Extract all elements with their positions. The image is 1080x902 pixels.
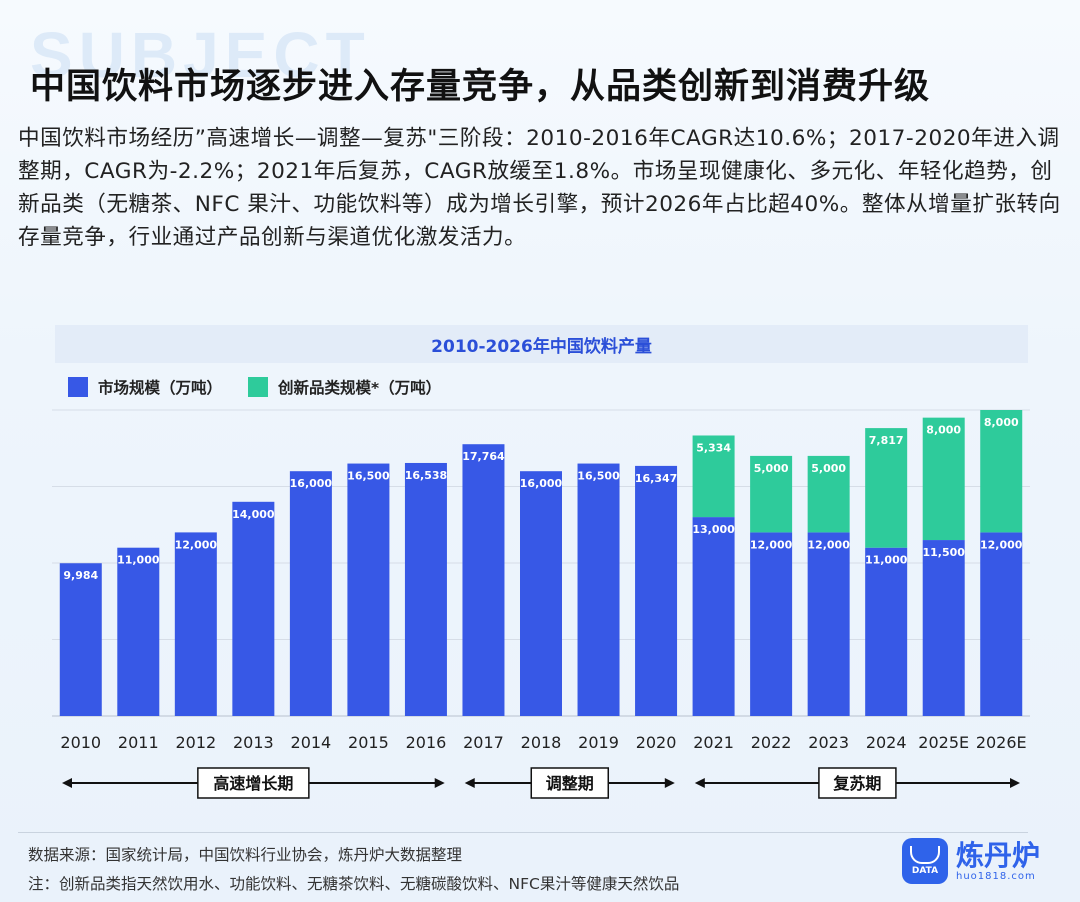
- logo-name: 炼丹炉: [956, 838, 1041, 872]
- data-label: 12,000: [175, 538, 218, 551]
- x-tick-label: 2016: [406, 733, 447, 752]
- bar-market-2026E: [980, 532, 1023, 716]
- data-label: 11,000: [117, 554, 160, 567]
- bar-market-2018: [520, 471, 562, 716]
- bar-market-2020: [635, 465, 678, 716]
- legend-label-market: 市场规模（万吨）: [98, 379, 223, 397]
- page-title: 中国饮料市场逐步进入存量竞争，从品类创新到消费升级: [30, 67, 931, 107]
- bar-market-2024: [865, 547, 908, 716]
- x-tick-label: 2021: [693, 733, 734, 752]
- legend-item-innovation: 创新品类规模*（万吨）: [248, 376, 441, 398]
- bar-market-2019: [577, 463, 620, 716]
- data-label: 5,000: [754, 462, 789, 475]
- x-tick-label: 2023: [808, 733, 849, 752]
- bar-market-2010: [59, 563, 102, 716]
- bar-innovation-2022: [750, 455, 793, 533]
- x-tick-label: 2017: [463, 733, 504, 752]
- x-tick-label: 2025E: [918, 733, 969, 752]
- bar-market-2023: [807, 532, 850, 716]
- bar-market-2022: [750, 532, 793, 716]
- data-label: 16,500: [577, 470, 620, 483]
- arrow-left-icon: [464, 778, 475, 788]
- data-label: 5,334: [696, 441, 731, 454]
- data-label: 16,538: [405, 469, 447, 482]
- bar-innovation-2024: [865, 428, 908, 548]
- phase-label: 复苏期: [832, 774, 881, 793]
- arrow-left-icon: [62, 778, 72, 788]
- x-tick-label: 2011: [118, 733, 159, 752]
- bar-market-2012: [174, 532, 217, 716]
- x-tick-label: 2018: [521, 733, 562, 752]
- chart-title-bar: 2010-2026年中国饮料产量: [55, 325, 1028, 363]
- bar-market-2015: [347, 463, 390, 716]
- bar-market-2013: [232, 501, 275, 716]
- data-label: 13,000: [692, 523, 735, 536]
- data-label: 16,000: [290, 477, 333, 490]
- bar-innovation-2026E: [980, 410, 1023, 533]
- bar-market-2017: [462, 444, 505, 716]
- chart-title: 2010-2026年中国饮料产量: [431, 336, 652, 357]
- legend-swatch-innovation: [248, 377, 269, 397]
- data-label: 12,000: [750, 538, 793, 551]
- x-tick-label: 2022: [751, 733, 792, 752]
- intro-paragraph: 中国饮料市场经历”高速增长—调整—复苏"三阶段：2010-2016年CAGR达1…: [18, 126, 1061, 250]
- arrow-right-icon: [1010, 778, 1020, 788]
- footnote: 注：创新品类指天然饮用水、功能饮料、无糖茶饮料、无糖碳酸饮料、NFC果汁等健康天…: [28, 875, 680, 893]
- logo-pot-icon: DATA: [902, 838, 948, 884]
- data-label: 16,000: [520, 477, 563, 490]
- x-tick-label: 2019: [578, 733, 619, 752]
- x-tick-label: 2024: [866, 733, 907, 752]
- data-label: 16,347: [635, 472, 677, 485]
- arrow-right-icon: [434, 778, 445, 788]
- x-tick-label: 2013: [233, 733, 274, 752]
- arrow-left-icon: [694, 778, 705, 788]
- bar-market-2011: [117, 547, 160, 716]
- chart-legend: 市场规模（万吨） 创新品类规模*（万吨）: [68, 376, 467, 398]
- phase-label-box: [197, 767, 310, 799]
- data-label: 12,000: [980, 538, 1023, 551]
- bar-market-2021: [692, 517, 735, 716]
- bar-market-2016: [404, 462, 447, 716]
- brand-logo: DATA 炼丹炉 huo1818.com: [902, 838, 1040, 884]
- arrow-right-icon: [664, 778, 675, 788]
- data-label: 17,764: [462, 450, 505, 463]
- bar-market-2025E: [922, 540, 965, 716]
- phase-label: 高速增长期: [213, 774, 293, 793]
- x-tick-label: 2015: [348, 733, 389, 752]
- x-tick-label: 2014: [291, 733, 332, 752]
- legend-label-innovation: 创新品类规模*（万吨）: [278, 379, 442, 397]
- bar-innovation-2021: [692, 435, 735, 518]
- logo-url: huo1818.com: [956, 870, 1036, 882]
- data-label: 8,000: [984, 416, 1019, 429]
- bar-innovation-2025E: [922, 417, 965, 541]
- phase-label-box: [818, 767, 897, 799]
- data-label: 9,984: [63, 569, 98, 582]
- phase-label: 调整期: [546, 774, 594, 793]
- background-watermark-word: SUBJECT: [30, 19, 371, 91]
- data-source: 数据来源：国家统计局，中国饮料行业协会，炼丹炉大数据整理: [28, 846, 463, 864]
- x-tick-label: 2010: [60, 733, 101, 752]
- data-label: 7,817: [869, 434, 904, 447]
- data-label: 16,500: [347, 470, 390, 483]
- bar-innovation-2023: [807, 455, 850, 533]
- data-label: 11,500: [922, 546, 965, 559]
- x-tick-label: 2026E: [976, 733, 1027, 752]
- phase-label-box: [530, 767, 610, 799]
- data-label: 12,000: [807, 538, 850, 551]
- data-label: 5,000: [811, 462, 846, 475]
- footer-divider: [18, 832, 1028, 833]
- data-label: 14,000: [232, 508, 275, 521]
- bar-market-2014: [289, 471, 332, 716]
- data-label: 8,000: [926, 424, 961, 437]
- x-tick-label: 2012: [175, 733, 216, 752]
- legend-swatch-market: [68, 377, 88, 397]
- data-label: 11,000: [865, 554, 908, 567]
- bar-chart: 9,984 2010 11,000 2011 12,000 2012 14,000 2013 1…: [52, 409, 1030, 799]
- legend-item-market: 市场规模（万吨）: [68, 376, 222, 398]
- x-tick-label: 2020: [636, 733, 677, 752]
